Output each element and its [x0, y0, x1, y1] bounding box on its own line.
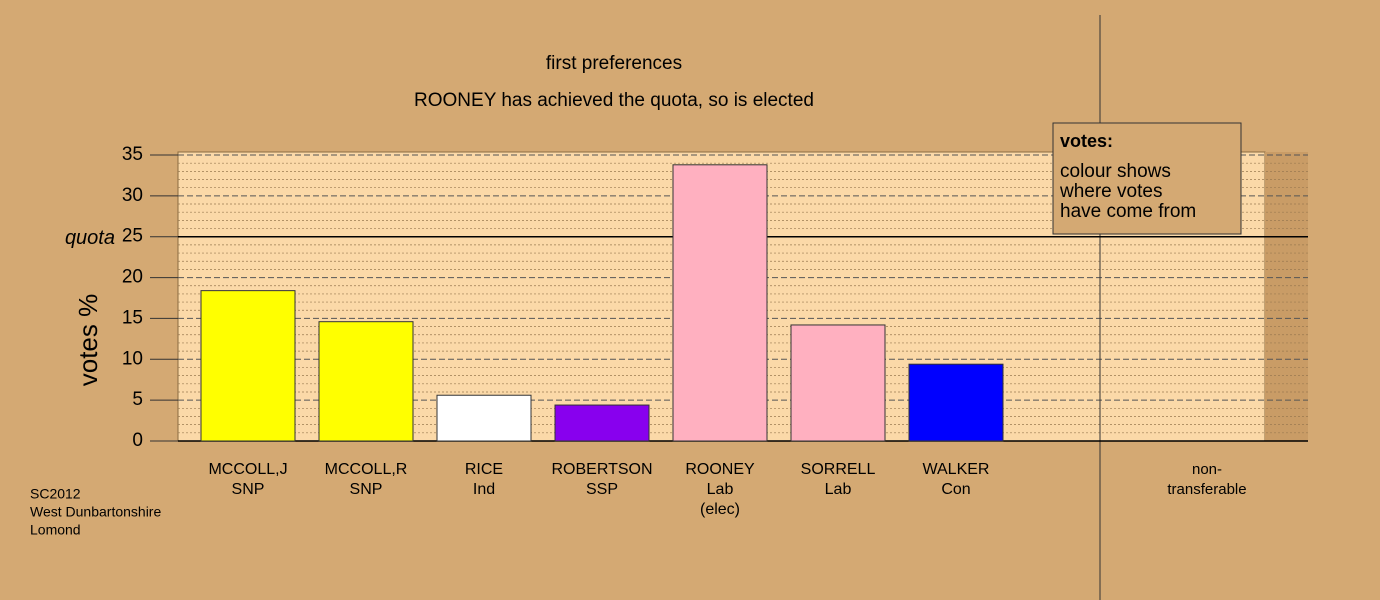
bar: [554, 404, 650, 442]
x-tick-label: ROONEY: [685, 461, 755, 478]
x-tick-label: SSP: [586, 481, 618, 498]
chart-title: first preferences: [546, 53, 682, 74]
x-tick-label: (elec): [700, 501, 740, 518]
x-tick-label: non-: [1192, 461, 1222, 478]
x-tick-label: SNP: [232, 481, 265, 498]
y-axis-label: votes %: [73, 294, 103, 387]
footer: SC2012: [30, 486, 81, 502]
legend-line: where votes: [1059, 181, 1162, 202]
y-tick-label: 30: [122, 185, 143, 206]
non-transferable-zone: [1265, 152, 1308, 441]
bar: [436, 394, 532, 442]
x-tick-label: ROBERTSON: [551, 461, 652, 478]
y-tick-label: 20: [122, 267, 143, 288]
y-tick-label: 5: [132, 389, 143, 410]
legend-title: votes:: [1060, 131, 1113, 151]
y-tick-label: 35: [122, 144, 143, 165]
legend-line: have come from: [1060, 201, 1196, 222]
legend: votes: colour shows where votes have com…: [1052, 122, 1242, 235]
quota-label: quota: [65, 227, 115, 249]
x-tick-label: WALKER: [923, 461, 990, 478]
bar: [200, 290, 296, 442]
x-tick-label: Ind: [473, 481, 495, 498]
bar: [790, 324, 886, 442]
x-tick-label: MCCOLL,J: [208, 461, 287, 478]
legend-line: colour shows: [1060, 161, 1171, 182]
y-tick-label: 15: [122, 307, 143, 328]
y-tick-label: 10: [122, 348, 143, 369]
x-tick-label: transferable: [1167, 481, 1246, 498]
bar: [672, 164, 768, 442]
x-tick-label: SNP: [350, 481, 383, 498]
x-tick-label: Con: [941, 481, 970, 498]
x-tick-label: Lab: [707, 481, 734, 498]
x-tick-label: Lab: [825, 481, 852, 498]
footer: Lomond: [30, 522, 81, 538]
bar: [908, 363, 1004, 442]
x-tick-label: MCCOLL,R: [325, 461, 408, 478]
x-tick-label: RICE: [465, 461, 503, 478]
x-tick-label: SORRELL: [801, 461, 876, 478]
footer: West Dunbartonshire: [30, 504, 161, 520]
bar: [318, 321, 414, 442]
y-tick-label: 25: [122, 226, 143, 247]
y-tick-label: 0: [132, 430, 143, 451]
chart-subtitle: ROONEY has achieved the quota, so is ele…: [414, 90, 814, 111]
